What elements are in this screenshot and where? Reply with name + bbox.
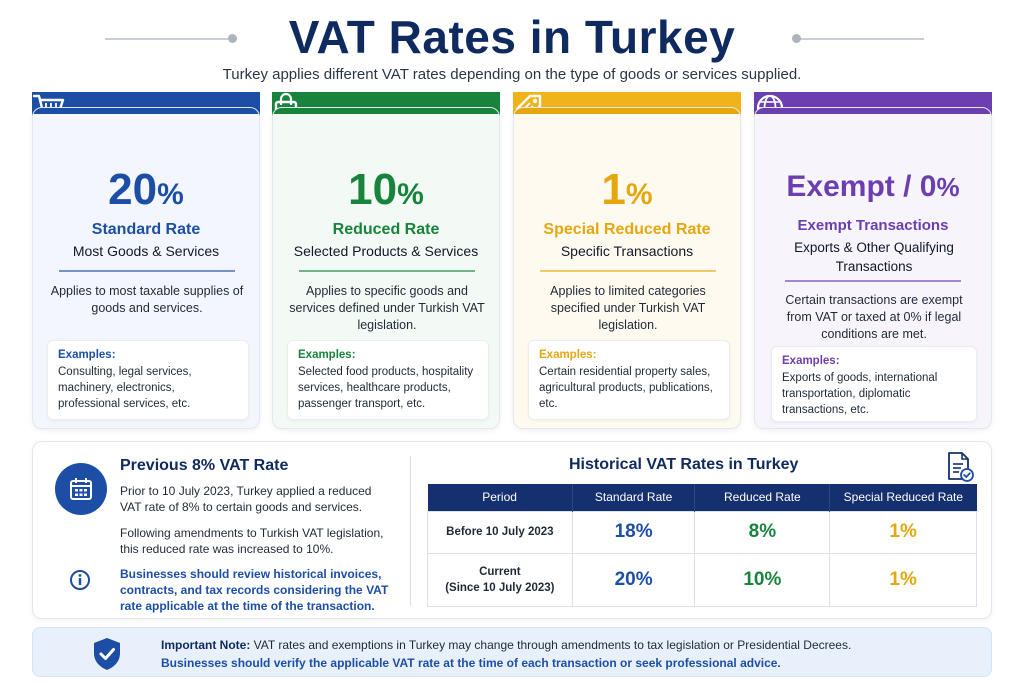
previous-rate-title: Previous 8% VAT Rate (120, 457, 289, 474)
examples-box: Examples: Selected food products, hospit… (287, 340, 489, 420)
rate-card-exempt: Exempt / 0% Exempt Transactions Exports … (754, 92, 992, 432)
standard-rate-cell: 18% (571, 510, 696, 554)
rate-card-standard: 20% Standard Rate Most Goods & Services … (32, 92, 260, 432)
decorative-dot-left (228, 34, 237, 43)
divider (59, 270, 235, 272)
history-table: Period Standard Rate Reduced Rate Specia… (427, 484, 977, 607)
standard-rate-cell: 20% (571, 552, 696, 607)
examples-label: Examples: (782, 355, 840, 367)
rate-name: Special Reduced Rate (543, 221, 711, 238)
examples-label: Examples: (539, 349, 597, 361)
history-panel: Previous 8% VAT Rate Prior to 10 July 20… (32, 441, 992, 619)
rate-subtitle: Selected Products & Services (293, 243, 479, 259)
rate-description: Certain transactions are exempt from VAT… (785, 293, 963, 341)
period-cell: Current (Since 10 July 2023) (427, 552, 573, 607)
calendar-icon (55, 463, 107, 515)
special-rate-cell: 1% (829, 510, 977, 554)
table-row: Current (Since 10 July 2023) 20% 10% 1% (427, 552, 977, 607)
page-title: VAT Rates in Turkey (288, 11, 736, 63)
decorative-line-right (797, 38, 924, 40)
history-title: Historical VAT Rates in Turkey (569, 456, 799, 473)
rate-value: 20% (108, 165, 184, 214)
rate-name: Exempt Transactions (797, 217, 949, 234)
rate-value: 1% (601, 165, 653, 214)
info-icon (69, 569, 91, 596)
examples-label: Examples: (58, 349, 116, 361)
examples-text: Certain residential property sales, agri… (539, 366, 713, 410)
reduced-rate-cell: 10% (694, 552, 831, 607)
examples-box: Examples: Certain residential property s… (528, 340, 730, 420)
table-row: Before 10 July 2023 18% 8% 1% (427, 510, 977, 554)
important-note: Important Note: VAT rates and exemptions… (32, 627, 992, 677)
page-subtitle: Turkey applies different VAT rates depen… (222, 66, 802, 83)
vertical-divider (410, 456, 411, 606)
examples-text: Exports of goods, international transpor… (782, 372, 938, 416)
reduced-rate-cell: 8% (694, 510, 831, 554)
note-line-2: Businesses should verify the applicable … (161, 656, 781, 670)
column-header: Standard Rate (572, 484, 696, 511)
rate-value: 10% (348, 165, 424, 214)
column-header: Special Reduced Rate (829, 484, 977, 511)
shield-check-icon (91, 636, 123, 677)
rate-card-special: 1% Special Reduced Rate Specific Transac… (513, 92, 741, 432)
rate-description: Applies to limited categories specified … (550, 284, 706, 332)
previous-rate-paragraph-1: Prior to 10 July 2023, Turkey applied a … (120, 484, 372, 514)
examples-text: Consulting, legal services, machinery, e… (58, 366, 192, 410)
rate-description: Applies to most taxable supplies of good… (50, 284, 244, 315)
divider (540, 270, 716, 272)
rate-name: Reduced Rate (332, 221, 440, 238)
note-line-1: Important Note: VAT rates and exemptions… (161, 638, 852, 652)
examples-box: Examples: Consulting, legal services, ma… (47, 340, 249, 420)
document-check-icon (945, 451, 975, 488)
rate-name: Standard Rate (91, 221, 201, 238)
decorative-dot-right (792, 34, 801, 43)
table-header-row: Period Standard Rate Reduced Rate Specia… (427, 484, 977, 511)
examples-text: Selected food products, hospitality serv… (298, 366, 474, 410)
previous-rate-advice: Businesses should review historical invo… (120, 567, 389, 613)
rate-card-reduced: 10% Reduced Rate Selected Products & Ser… (272, 92, 500, 432)
examples-box: Examples: Exports of goods, internationa… (771, 346, 977, 422)
header: VAT Rates in Turkey Turkey applies diffe… (0, 0, 1024, 95)
column-header: Reduced Rate (694, 484, 831, 511)
rate-value: Exempt / 0% (786, 170, 960, 203)
rate-subtitle: Specific Transactions (560, 243, 694, 259)
divider (299, 270, 475, 272)
divider (785, 280, 961, 282)
decorative-line-left (105, 38, 230, 40)
previous-rate-paragraph-2: Following amendments to Turkish VAT legi… (120, 526, 384, 556)
rate-description: Applies to specific goods and services d… (289, 284, 485, 332)
period-cell: Before 10 July 2023 (427, 510, 573, 554)
rate-subtitle: Most Goods & Services (72, 243, 220, 259)
examples-label: Examples: (298, 349, 356, 361)
special-rate-cell: 1% (829, 552, 977, 607)
rate-subtitle: Exports & Other Qualifying Transactions (794, 240, 954, 274)
column-header: Period (427, 484, 573, 511)
